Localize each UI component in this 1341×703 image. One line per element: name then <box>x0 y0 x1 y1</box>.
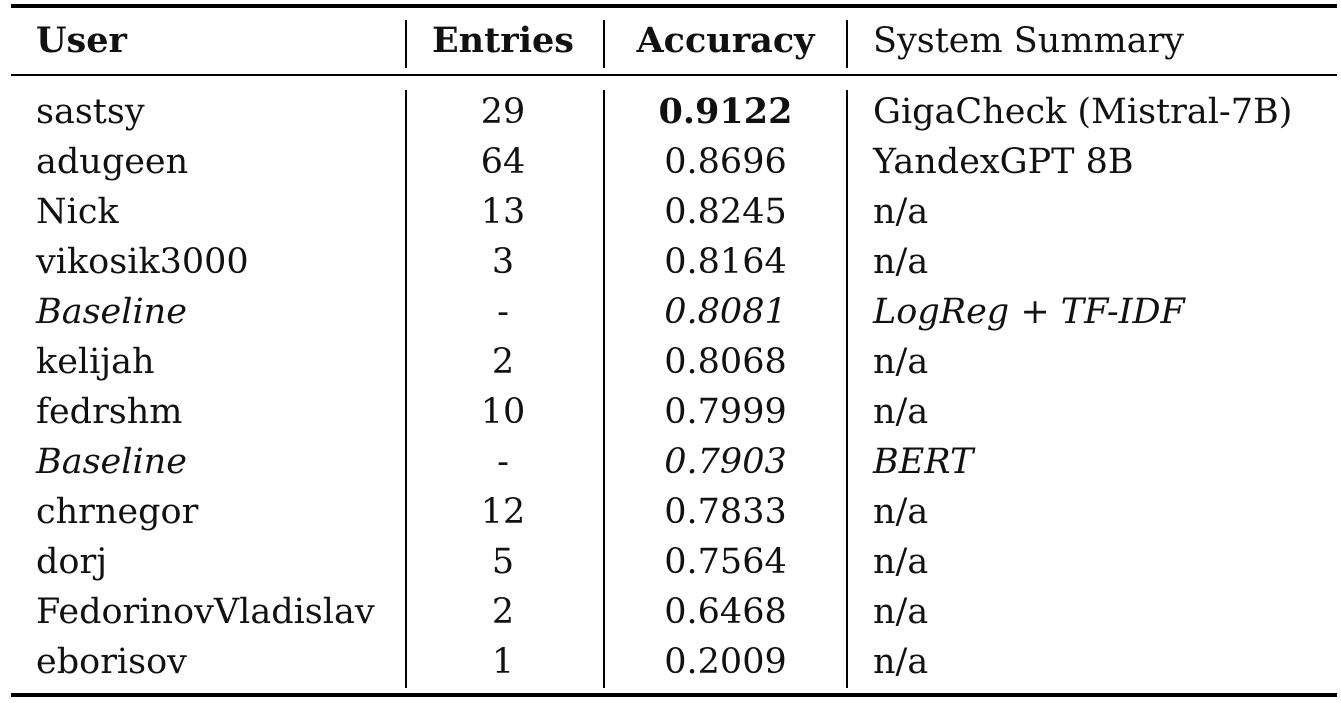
table-row: Nick 13 0.8245 n/a <box>11 187 1337 237</box>
cell-system-summary: n/a <box>873 192 929 232</box>
header-separator <box>405 20 407 68</box>
cell-user: adugeen <box>36 142 189 182</box>
column-separator <box>846 90 848 688</box>
cell-system-summary: n/a <box>873 592 929 632</box>
cell-accuracy: 0.9122 <box>658 91 793 132</box>
table-row: Baseline - 0.7903 BERT <box>11 437 1337 487</box>
cell-entries: 64 <box>480 142 526 182</box>
cell-system-summary: LogReg + TF-IDF <box>873 292 1185 332</box>
cell-entries: - <box>497 292 509 332</box>
cell-user: FedorinovVladislav <box>36 592 375 632</box>
cell-user: vikosik3000 <box>36 242 249 282</box>
cell-entries: 2 <box>491 342 515 382</box>
table-row: chrnegor 12 0.7833 n/a <box>11 487 1337 537</box>
cell-entries: 3 <box>491 242 515 282</box>
cell-accuracy: 0.6468 <box>664 592 787 632</box>
cell-entries: 29 <box>480 92 526 132</box>
cell-user: Nick <box>36 192 119 232</box>
cell-system-summary: n/a <box>873 542 929 582</box>
header-system-summary: System Summary <box>873 21 1185 61</box>
table-row: sastsy 29 0.9122 GigaCheck (Mistral-7B) <box>11 87 1337 137</box>
table-row: kelijah 2 0.8068 n/a <box>11 337 1337 387</box>
header-rule <box>11 74 1337 76</box>
header-separator <box>603 20 605 68</box>
cell-accuracy: 0.8081 <box>664 292 787 332</box>
cell-entries: 2 <box>491 592 515 632</box>
cell-user: sastsy <box>36 92 145 132</box>
cell-system-summary: YandexGPT 8B <box>873 142 1134 182</box>
header-entries: Entries <box>432 20 574 61</box>
cell-accuracy: 0.8164 <box>664 242 787 282</box>
cell-user: fedrshm <box>36 392 183 432</box>
header-separator <box>846 20 848 68</box>
table-row: adugeen 64 0.8696 YandexGPT 8B <box>11 137 1337 187</box>
cell-entries: 1 <box>491 642 515 682</box>
header-accuracy: Accuracy <box>636 20 815 61</box>
cell-user: eborisov <box>36 642 187 682</box>
cell-system-summary: n/a <box>873 392 929 432</box>
cell-entries: 10 <box>480 392 526 432</box>
cell-system-summary: BERT <box>873 442 974 482</box>
leaderboard-table: User Entries Accuracy System Summary sas… <box>11 4 1337 697</box>
cell-system-summary: n/a <box>873 242 929 282</box>
cell-user: chrnegor <box>36 492 199 532</box>
bottom-rule <box>11 693 1337 697</box>
cell-accuracy: 0.7999 <box>664 392 787 432</box>
cell-accuracy: 0.8068 <box>664 342 787 382</box>
cell-accuracy: 0.2009 <box>664 642 787 682</box>
cell-user: Baseline <box>36 292 187 332</box>
cell-system-summary: n/a <box>873 342 929 382</box>
top-rule <box>11 4 1337 8</box>
cell-accuracy: 0.7833 <box>664 492 787 532</box>
cell-accuracy: 0.8696 <box>664 142 787 182</box>
table-row: eborisov 1 0.2009 n/a <box>11 637 1337 687</box>
cell-accuracy: 0.7564 <box>664 542 787 582</box>
cell-accuracy: 0.8245 <box>664 192 787 232</box>
table-row: Baseline - 0.8081 LogReg + TF-IDF <box>11 287 1337 337</box>
cell-entries: 5 <box>491 542 515 582</box>
cell-user: kelijah <box>36 342 155 382</box>
cell-user: dorj <box>36 542 108 582</box>
cell-entries: 12 <box>480 492 526 532</box>
cell-entries: 13 <box>480 192 526 232</box>
header-user: User <box>36 20 127 61</box>
table-row: dorj 5 0.7564 n/a <box>11 537 1337 587</box>
column-separator <box>603 90 605 688</box>
cell-user: Baseline <box>36 442 187 482</box>
cell-system-summary: n/a <box>873 642 929 682</box>
table-header: User Entries Accuracy System Summary <box>11 16 1337 68</box>
cell-system-summary: n/a <box>873 492 929 532</box>
column-separator <box>405 90 407 688</box>
table-row: FedorinovVladislav 2 0.6468 n/a <box>11 587 1337 637</box>
cell-entries: - <box>497 442 509 482</box>
cell-accuracy: 0.7903 <box>664 442 787 482</box>
table-row: fedrshm 10 0.7999 n/a <box>11 387 1337 437</box>
table-row: vikosik3000 3 0.8164 n/a <box>11 237 1337 287</box>
cell-system-summary: GigaCheck (Mistral-7B) <box>873 92 1293 132</box>
